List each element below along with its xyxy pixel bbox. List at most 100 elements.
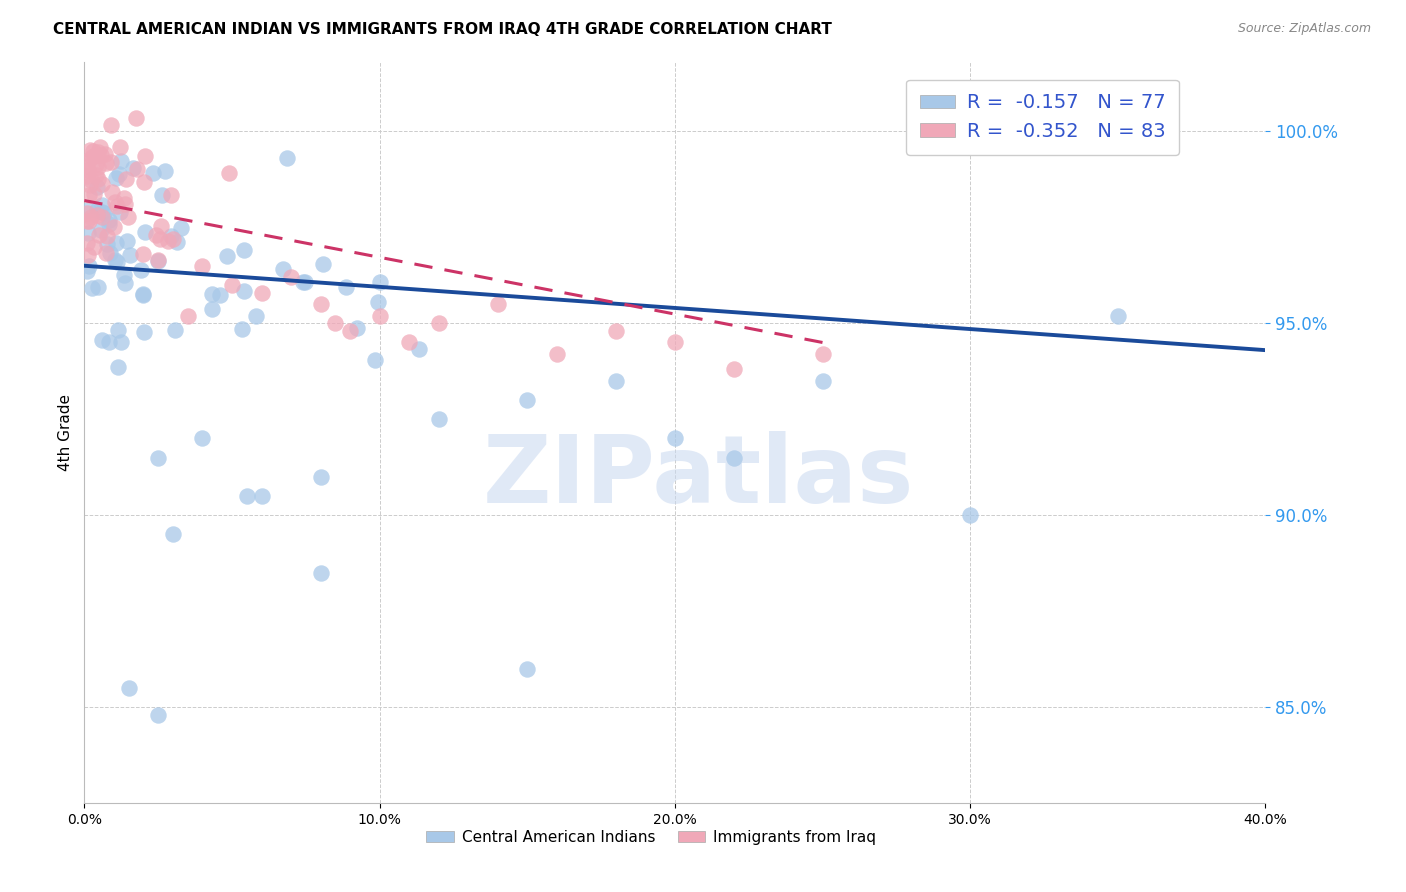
Point: [118, 248, 141, 262]
Point: [76, 169, 98, 183]
Point: [131, 287, 153, 301]
Point: [605, 374, 627, 388]
Point: [79, 178, 101, 192]
Point: [129, 263, 152, 277]
Point: [76, 264, 98, 278]
Point: [96, 156, 118, 170]
Point: [134, 149, 156, 163]
Point: [132, 326, 155, 340]
Point: [398, 335, 420, 350]
Point: [250, 489, 273, 503]
Point: [87, 145, 110, 159]
Point: [339, 324, 361, 338]
Point: [723, 450, 745, 465]
Point: [87, 279, 110, 293]
Point: [101, 185, 124, 199]
Point: [218, 165, 240, 179]
Point: [100, 154, 122, 169]
Point: [486, 297, 509, 311]
Point: [110, 153, 132, 168]
Legend: Central American Indians, Immigrants from Iraq: Central American Indians, Immigrants fro…: [420, 823, 882, 851]
Point: [91, 177, 114, 191]
Point: [165, 323, 187, 337]
Point: [142, 166, 165, 180]
Point: [309, 566, 332, 580]
Point: [100, 118, 122, 132]
Point: [160, 228, 183, 243]
Point: [291, 275, 314, 289]
Point: [90, 223, 112, 237]
Point: [367, 295, 389, 310]
Point: [427, 412, 450, 426]
Point: [118, 681, 141, 695]
Point: [162, 232, 184, 246]
Point: [117, 211, 139, 225]
Point: [91, 210, 114, 224]
Point: [132, 247, 155, 261]
Point: [86, 208, 108, 222]
Point: [76, 154, 98, 169]
Point: [364, 353, 387, 368]
Point: [201, 286, 224, 301]
Point: [83, 186, 105, 201]
Point: [132, 175, 155, 189]
Point: [370, 275, 392, 289]
Point: [546, 347, 568, 361]
Point: [427, 316, 450, 330]
Point: [90, 333, 112, 347]
Point: [159, 188, 181, 202]
Point: [83, 240, 105, 254]
Point: [105, 198, 128, 212]
Point: [312, 257, 335, 271]
Point: [80, 280, 103, 294]
Point: [723, 362, 745, 376]
Point: [664, 431, 686, 445]
Point: [276, 152, 298, 166]
Point: [148, 252, 170, 267]
Text: ZIPatlas: ZIPatlas: [482, 431, 914, 523]
Point: [134, 225, 156, 239]
Point: [221, 277, 243, 292]
Point: [1107, 309, 1129, 323]
Point: [125, 111, 148, 125]
Point: [82, 144, 104, 158]
Point: [77, 259, 100, 273]
Point: [114, 171, 136, 186]
Point: [91, 198, 114, 212]
Text: CENTRAL AMERICAN INDIAN VS IMMIGRANTS FROM IRAQ 4TH GRADE CORRELATION CHART: CENTRAL AMERICAN INDIAN VS IMMIGRANTS FR…: [53, 22, 832, 37]
Point: [125, 161, 148, 176]
Point: [98, 246, 121, 260]
Point: [664, 335, 686, 350]
Point: [148, 707, 170, 722]
Point: [959, 508, 981, 522]
Text: Source: ZipAtlas.com: Source: ZipAtlas.com: [1237, 22, 1371, 36]
Point: [191, 259, 214, 273]
Point: [368, 309, 391, 323]
Point: [90, 148, 112, 162]
Point: [250, 285, 273, 300]
Point: [77, 202, 100, 217]
Point: [94, 147, 117, 161]
Point: [271, 262, 294, 277]
Point: [215, 249, 238, 263]
Point: [132, 287, 155, 301]
Point: [86, 171, 108, 186]
Point: [309, 469, 332, 483]
Point: [98, 335, 121, 350]
Point: [77, 226, 100, 240]
Point: [156, 234, 179, 248]
Point: [105, 236, 128, 251]
Point: [346, 321, 368, 335]
Point: [76, 214, 98, 228]
Point: [209, 288, 232, 302]
Point: [104, 253, 127, 268]
Point: [108, 167, 131, 181]
Point: [76, 206, 98, 220]
Point: [104, 194, 127, 209]
Point: [148, 450, 170, 465]
Point: [149, 232, 172, 246]
Point: [146, 253, 169, 268]
Point: [103, 220, 125, 235]
Point: [110, 205, 132, 219]
Point: [114, 197, 136, 211]
